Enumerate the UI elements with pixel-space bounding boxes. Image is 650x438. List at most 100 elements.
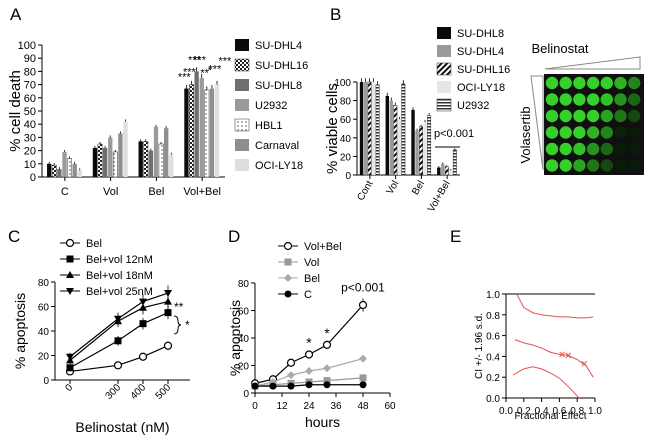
- significance-label: p<0.001: [341, 280, 385, 294]
- legend-label: Bel+vol 25nM: [86, 286, 153, 298]
- belinostat-gradient-wedge: [544, 56, 641, 70]
- panel-c-line-chart: 0 20 40 60 80 0 300 400 500 % apoptosis Belinostat…: [12, 238, 190, 435]
- y-tick-label: 40: [38, 327, 50, 338]
- plate-well: [614, 76, 627, 90]
- bar: [393, 105, 398, 176]
- x-tick-label: Vol: [385, 179, 401, 197]
- legend-marker: [283, 241, 293, 251]
- y-axis-label: CI +/- 1.96 s.d.: [474, 313, 485, 379]
- data-point: [287, 371, 295, 380]
- data-point: [66, 364, 74, 372]
- panel-label-c: C: [8, 227, 20, 246]
- bar: [148, 150, 154, 177]
- legend-label: Bel: [86, 238, 102, 250]
- bar: [214, 84, 220, 177]
- y-tick-label: 100: [334, 78, 351, 89]
- plate-well: [614, 93, 627, 106]
- plate-well: [559, 126, 572, 139]
- plate-well: [586, 142, 600, 156]
- volasertib-gradient-wedge: [530, 75, 544, 171]
- data-point: [322, 340, 332, 349]
- bar: [441, 163, 445, 175]
- data-point: [305, 367, 313, 375]
- plate-well: [559, 93, 572, 106]
- data-point: [114, 337, 122, 345]
- significance-label: ***: [188, 54, 202, 66]
- plate-well: [614, 109, 627, 123]
- legend-marker: [65, 238, 75, 248]
- ci-curve: [514, 339, 594, 378]
- y-axis-label: % cell death: [7, 70, 24, 152]
- legend-swatch: [235, 159, 249, 171]
- x-tick-label: Vol: [103, 186, 118, 198]
- x-tick-label: 48: [357, 401, 369, 412]
- data-point: [66, 353, 74, 361]
- y-tick-label: 80: [24, 66, 36, 78]
- plate-well: [586, 109, 600, 123]
- x-tick-label: 0: [252, 401, 258, 412]
- y-tick-label: 0: [43, 376, 49, 387]
- x-tick-label: 400: [129, 382, 149, 402]
- bar: [138, 141, 143, 177]
- series-line: [69, 312, 169, 369]
- y-tick-label: 60: [24, 93, 36, 105]
- legend-label: Carnaval: [255, 140, 299, 152]
- legend-marker: [66, 255, 74, 263]
- plate-well: [628, 76, 641, 90]
- bar: [169, 154, 174, 177]
- plate-well: [545, 159, 559, 172]
- x-tick-label: 300: [104, 382, 124, 402]
- plate-well: [559, 109, 572, 123]
- x-tick-label: Bel: [148, 186, 164, 198]
- y-tick-label: 80: [340, 97, 352, 108]
- plate-well: [614, 126, 627, 139]
- bar: [189, 84, 194, 178]
- legend-label: HBL1: [255, 120, 283, 132]
- bar: [359, 82, 364, 175]
- bar: [427, 115, 432, 176]
- bar: [112, 151, 118, 178]
- x-tick-label: Vol+Bel: [426, 179, 453, 214]
- x-tick-label: 0.2: [517, 406, 531, 417]
- legend-label: OCI-LY18: [255, 160, 303, 172]
- x-tick-label: 0.0: [499, 406, 513, 417]
- significance-label: ***: [208, 64, 222, 76]
- data-point: [305, 381, 313, 389]
- y-tick-label: 100: [18, 40, 36, 52]
- data-point: [269, 382, 277, 390]
- y-tick-label: 0.2: [486, 373, 500, 384]
- data-point: [163, 341, 173, 350]
- significance-label: p<0.001: [434, 128, 474, 140]
- heatmap-title-top: Belinostat: [531, 41, 588, 56]
- x-tick-label: 12: [276, 401, 288, 412]
- bar: [143, 141, 149, 178]
- plate-well: [559, 142, 572, 156]
- significance-label: ***: [183, 66, 197, 78]
- bar: [419, 126, 424, 176]
- legend-label: U2932: [255, 100, 287, 112]
- data-point: [114, 315, 122, 323]
- significance-label: *: [185, 318, 190, 332]
- plate-well: [586, 159, 600, 172]
- y-tick-label: 0: [30, 172, 36, 184]
- y-tick-label: 40: [24, 119, 36, 131]
- ci-curve: [516, 294, 594, 319]
- panel-b-well-plate: [544, 74, 644, 175]
- bar: [194, 71, 199, 177]
- bar: [199, 78, 204, 177]
- bar: [72, 163, 77, 177]
- significance-label: *: [306, 335, 312, 351]
- plate-well: [586, 76, 600, 90]
- bar: [452, 149, 457, 176]
- bar: [375, 84, 380, 176]
- x-tick-label: Cont: [355, 179, 375, 203]
- bar: [389, 100, 394, 175]
- bar: [411, 109, 415, 175]
- bar: [371, 82, 376, 175]
- bar: [47, 163, 52, 177]
- bar: [77, 170, 82, 177]
- plate-well: [573, 142, 586, 156]
- series-line: [69, 292, 169, 358]
- legend-swatch: [436, 62, 452, 76]
